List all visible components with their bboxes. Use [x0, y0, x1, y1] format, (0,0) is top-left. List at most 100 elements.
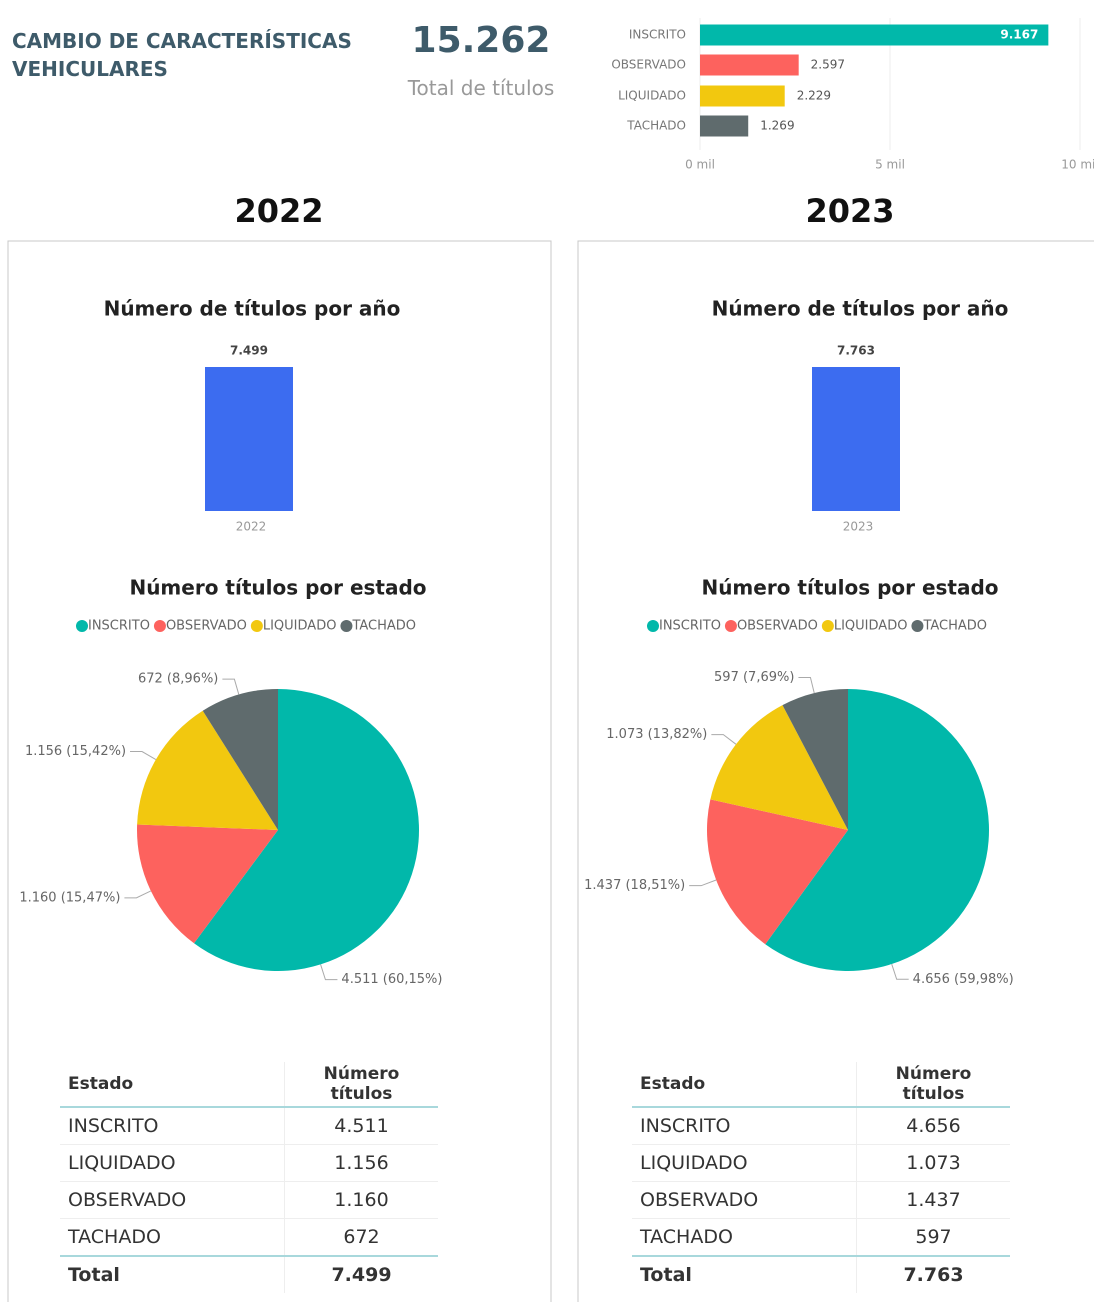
bar	[700, 115, 749, 137]
data-label: 1.073 (13,82%)	[606, 727, 707, 742]
kpi-value: 15.262	[411, 20, 551, 61]
leader-line	[130, 751, 157, 760]
data-label: 672 (8,96%)	[138, 672, 218, 687]
table-cell: TACHADO	[60, 1218, 285, 1257]
year-heading: 2023	[805, 192, 894, 230]
leader-line	[711, 734, 737, 745]
column-header: Número títulos	[856, 1062, 1010, 1108]
data-label: 1.156 (15,42%)	[25, 744, 126, 759]
x-tick-label: 2022	[236, 520, 267, 534]
total-cell: Total	[60, 1255, 285, 1293]
column-header: Estado	[60, 1062, 285, 1108]
leader-line	[689, 879, 717, 887]
category-label: INSCRITO	[629, 28, 686, 42]
chart-title: Número títulos por estado	[701, 576, 998, 600]
year-heading: 2022	[234, 192, 323, 230]
table-row: OBSERVADO 1.437	[632, 1181, 1010, 1219]
legend-marker	[250, 620, 263, 632]
bar	[700, 24, 1049, 46]
dashboard-title: CAMBIO DE CARACTERÍSTICAS VEHICULARES	[12, 29, 352, 81]
value-label: 2.229	[797, 89, 831, 103]
table-row: OBSERVADO 1.160	[60, 1181, 438, 1219]
status-table: Estado Número títulos INSCRITO 4.656 LIQUIDA…	[632, 1062, 1010, 1293]
legend-label: INSCRITO	[659, 619, 721, 634]
table-row: INSCRITO 4.511	[60, 1107, 438, 1145]
column-header: Estado	[632, 1062, 857, 1108]
value-label: 7.763	[837, 344, 875, 358]
table-cell: 1.437	[856, 1181, 1010, 1219]
category-label: OBSERVADO	[611, 58, 686, 72]
chart-title: Número títulos por estado	[129, 576, 426, 600]
x-tick-label: 0 mil	[685, 158, 715, 172]
category-label: LIQUIDADO	[618, 89, 686, 103]
data-label: 1.160 (15,47%)	[19, 890, 120, 905]
legend-label: OBSERVADO	[737, 619, 818, 634]
table-row: Total 7.499	[60, 1255, 438, 1293]
category-label: TACHADO	[626, 119, 686, 133]
x-tick-label: 2023	[843, 520, 874, 534]
value-label: 7.499	[230, 344, 268, 358]
legend-marker	[153, 620, 166, 632]
total-cell: Total	[632, 1255, 857, 1293]
legend-label: TACHADO	[351, 619, 416, 634]
leader-line	[320, 964, 338, 981]
value-label: 2.597	[811, 58, 845, 72]
legend-marker	[821, 620, 834, 632]
panel-frame	[577, 240, 1094, 1302]
table-cell: INSCRITO	[632, 1107, 857, 1145]
legend-label: OBSERVADO	[166, 619, 247, 634]
legend-marker	[340, 620, 353, 632]
table-cell: OBSERVADO	[60, 1181, 285, 1219]
table-cell: OBSERVADO	[632, 1181, 857, 1219]
leader-line	[124, 890, 152, 899]
bar	[205, 367, 293, 511]
total-cell: 7.763	[856, 1255, 1010, 1293]
pie-slice	[137, 710, 278, 830]
legend-label: LIQUIDADO	[834, 619, 908, 634]
table-cell: LIQUIDADO	[632, 1144, 857, 1182]
pie-slice	[137, 824, 278, 944]
chart-title: Número de títulos por año	[104, 297, 401, 321]
legend-label: LIQUIDADO	[263, 619, 337, 634]
legend-label: INSCRITO	[88, 619, 150, 634]
table-cell: TACHADO	[632, 1218, 857, 1257]
table-row: LIQUIDADO 1.156	[60, 1144, 438, 1182]
table-cell: 597	[856, 1218, 1010, 1257]
data-label: 1.437 (18,51%)	[584, 878, 685, 893]
table-cell: 672	[284, 1218, 438, 1257]
table-cell: 1.160	[284, 1181, 438, 1219]
table-cell: 1.156	[284, 1144, 438, 1182]
pie-slice	[782, 689, 848, 830]
status-table: Estado Número títulos INSCRITO 4.511 LIQUIDA…	[60, 1062, 438, 1293]
table-cell: 1.073	[856, 1144, 1010, 1182]
bar	[812, 367, 900, 511]
value-label: 1.269	[760, 119, 794, 133]
pie-slice	[765, 689, 990, 971]
total-cell: 7.499	[284, 1255, 438, 1293]
table-row: Total 7.763	[632, 1255, 1010, 1293]
table-cell: INSCRITO	[60, 1107, 285, 1145]
leader-line	[891, 963, 909, 980]
bar	[700, 85, 785, 107]
table-row: LIQUIDADO 1.073	[632, 1144, 1010, 1182]
table-cell: 4.511	[284, 1107, 438, 1145]
x-tick-label: 5 mil	[875, 158, 905, 172]
pie-slice	[706, 799, 848, 945]
leader-line	[222, 678, 240, 695]
leader-line	[798, 677, 815, 694]
kpi-label: Total de títulos	[407, 76, 555, 100]
legend-marker	[724, 620, 737, 632]
table-row: TACHADO 597	[632, 1218, 1010, 1257]
table-row: Estado Número títulos	[60, 1062, 438, 1108]
panel-frame	[7, 240, 552, 1302]
table-row: INSCRITO 4.656	[632, 1107, 1010, 1145]
x-tick-label: 10 mil	[1061, 158, 1094, 172]
table-row: TACHADO 672	[60, 1218, 438, 1257]
legend-label: TACHADO	[922, 619, 987, 634]
chart-title: Número de títulos por año	[712, 297, 1009, 321]
data-label: 4.656 (59,98%)	[913, 972, 1014, 987]
legend-marker	[76, 620, 88, 632]
data-label: 4.511 (60,15%)	[341, 972, 442, 987]
pie-slice	[202, 689, 278, 830]
